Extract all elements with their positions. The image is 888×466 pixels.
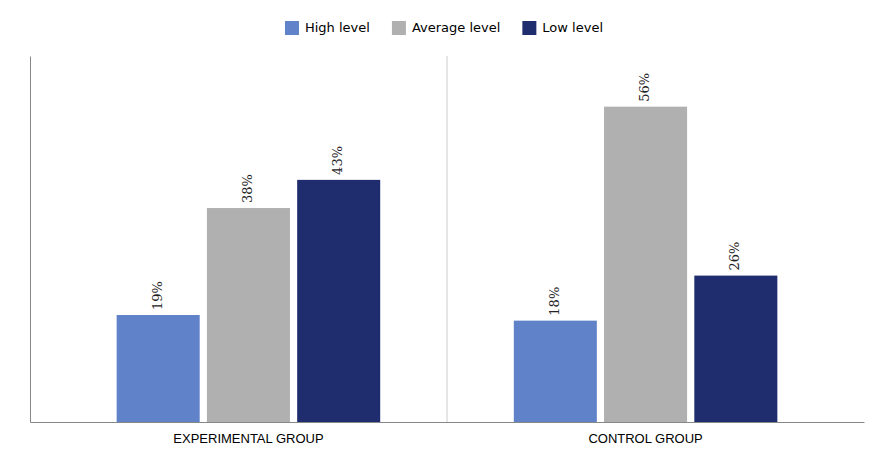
legend-label: Low level [542, 20, 603, 35]
legend: High level Average level Low level [285, 20, 603, 36]
data-label: 38% [240, 174, 255, 203]
legend-item: Low level [522, 20, 603, 36]
legend-swatch [285, 21, 299, 35]
divider [447, 56, 448, 422]
legend-item: Average level [392, 20, 500, 36]
legend-item: High level [285, 20, 370, 36]
legend-label: Average level [412, 20, 500, 35]
data-label: 26% [727, 242, 742, 271]
bar [604, 107, 687, 422]
x-tick-label: EXPERIMENTAL GROUP [173, 431, 323, 446]
bar [207, 208, 290, 422]
bar [117, 315, 200, 422]
chart: 19% 18% 38% 56% 43% 26% EXPERIMENTAL GROUP CONT… [0, 0, 888, 466]
x-axis: EXPERIMENTAL GROUP CONTROL GROUP [31, 423, 865, 447]
bar [514, 321, 597, 422]
bar [297, 180, 380, 422]
data-label: 18% [547, 287, 562, 316]
y-axis [30, 57, 31, 423]
bar [694, 276, 777, 422]
data-labels: 19% 18% 38% 56% 43% 26% [150, 73, 743, 316]
x-tick: EXPERIMENTAL GROUP [173, 431, 323, 446]
x-axis-line [31, 422, 865, 423]
data-label: 43% [330, 146, 345, 175]
legend-swatch [522, 21, 536, 35]
bars [117, 107, 778, 422]
legend-label: High level [305, 20, 370, 35]
x-tick-label: CONTROL GROUP [588, 431, 702, 446]
x-tick: CONTROL GROUP [588, 431, 702, 446]
data-label: 19% [150, 281, 165, 310]
legend-swatch [392, 21, 406, 35]
plot: 19% 18% 38% 56% 43% 26% EXPERIMENTAL GROUP CONT… [31, 56, 865, 446]
y-axis-line [30, 57, 31, 423]
data-label: 56% [637, 73, 652, 102]
